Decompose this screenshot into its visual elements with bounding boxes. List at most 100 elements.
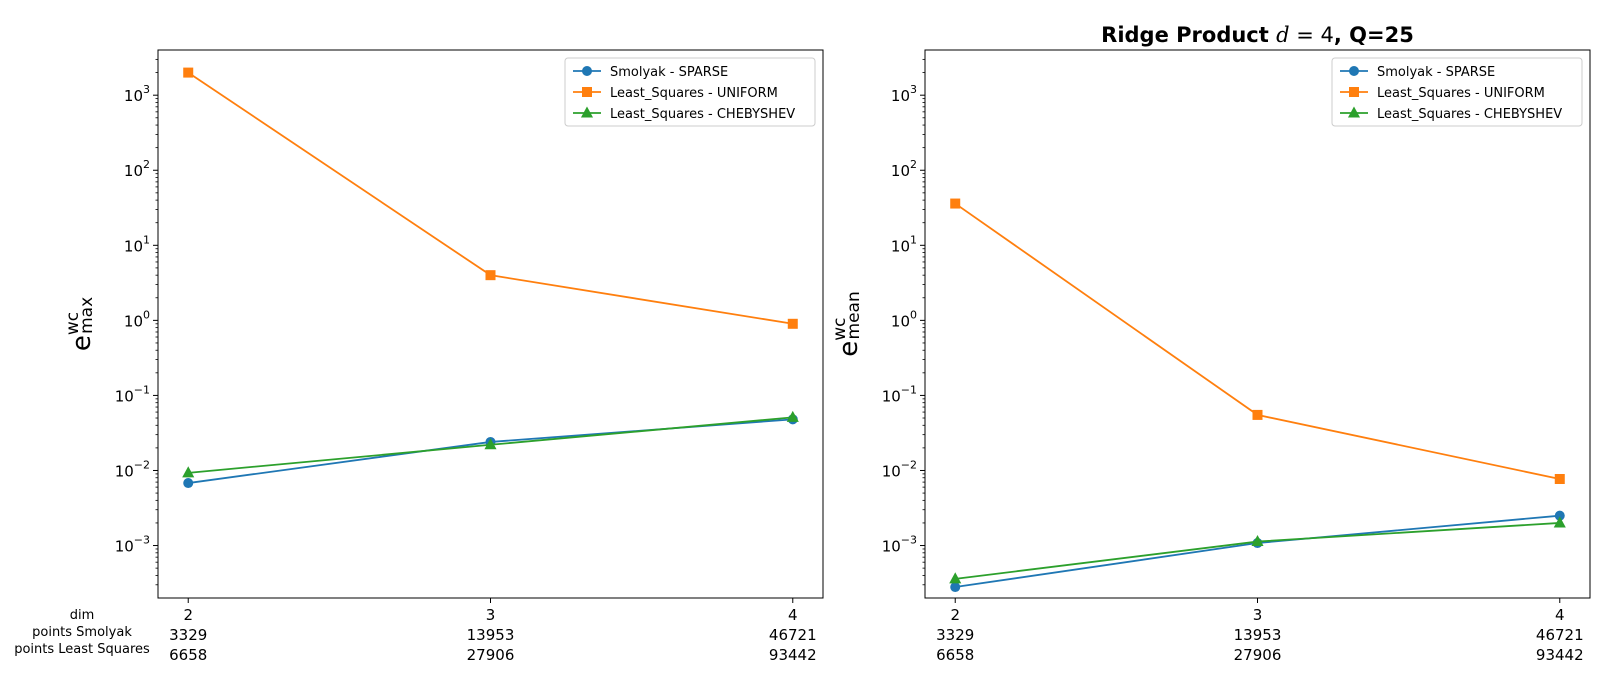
title-equation: = 4: [1290, 23, 1334, 47]
chart-title: Ridge Product d = 4, Q=25: [1101, 23, 1414, 47]
y-axis-label: ewcmean: [830, 291, 864, 356]
data-point: [1554, 473, 1565, 484]
y-tick-base: 10: [891, 237, 910, 255]
series-triangle: [182, 410, 799, 478]
y-tick-exponent: −3: [134, 534, 150, 547]
legend-marker: [582, 66, 592, 76]
y-axis-label: ewcmax: [63, 297, 97, 351]
data-point: [183, 478, 194, 489]
y-tick-base: 10: [124, 87, 143, 105]
x-row-header: points Least Squares: [14, 642, 150, 657]
series-square: [950, 198, 1565, 484]
data-point: [484, 438, 497, 450]
data-point: [787, 318, 798, 329]
x-tick-label: 2: [950, 606, 960, 624]
data-point: [485, 270, 496, 281]
x-row-header: points Smolyak: [32, 625, 132, 640]
x-tick-label: 6658: [936, 646, 974, 664]
plot-frame: [157, 49, 824, 599]
data-point: [950, 198, 961, 209]
y-label-sup: wc: [830, 317, 850, 340]
x-tick-label: 6658: [169, 646, 207, 664]
y-tick-base: 10: [891, 312, 910, 330]
y-tick-label: 100: [891, 308, 917, 330]
y-tick-exponent: 3: [910, 83, 917, 96]
y-tick-label: 102: [891, 158, 917, 180]
y-tick-exponent: −1: [134, 383, 150, 396]
legend-marker: [1349, 66, 1359, 76]
y-tick-label: 101: [891, 233, 917, 255]
legend-box: [564, 57, 816, 127]
chart-panel-right: 10−310−210−11001011021032332966583139532…: [830, 23, 1591, 664]
legend-label: Smolyak - SPARSE: [1377, 65, 1495, 80]
x-tick-label: 3: [1253, 606, 1263, 624]
y-tick-base: 10: [891, 87, 910, 105]
series-circle: [950, 510, 1565, 593]
series-triangle: [949, 516, 1566, 584]
plot-frame: [924, 49, 1591, 599]
series-line: [188, 418, 793, 484]
data-point: [1553, 516, 1566, 528]
y-label-base: e: [834, 341, 864, 357]
title-text: , Q=25: [1334, 23, 1414, 47]
y-label-base: e: [67, 335, 97, 351]
y-tick-exponent: 0: [910, 308, 917, 321]
x-tick-label: 46721: [769, 626, 817, 644]
y-tick-label: 101: [124, 233, 150, 255]
data-point: [183, 67, 194, 78]
y-tick-exponent: −2: [901, 458, 917, 471]
legend-label: Least_Squares - CHEBYSHEV: [1377, 107, 1562, 122]
x-tick-label: 13953: [467, 626, 515, 644]
y-tick-exponent: 0: [143, 308, 150, 321]
y-tick-label: 10−1: [115, 383, 150, 405]
y-tick-exponent: 2: [143, 158, 150, 171]
legend-marker: [1349, 87, 1359, 97]
y-tick-label: 103: [891, 83, 917, 105]
legend-marker: [582, 87, 592, 97]
x-row-header: dim: [70, 608, 95, 623]
legend-label: Least_Squares - CHEBYSHEV: [610, 107, 795, 122]
x-tick-label: 27906: [1234, 646, 1282, 664]
y-tick-label: 10−2: [882, 458, 917, 480]
y-tick-exponent: 3: [143, 83, 150, 96]
x-tick-label: 27906: [467, 646, 515, 664]
title-variable: d: [1276, 23, 1289, 47]
data-point: [950, 582, 961, 593]
y-tick-label: 10−2: [115, 458, 150, 480]
y-tick-base: 10: [124, 162, 143, 180]
legend-label: Smolyak - SPARSE: [610, 65, 728, 80]
y-tick-label: 100: [124, 308, 150, 330]
y-tick-base: 10: [115, 538, 134, 556]
x-tick-label: 3: [486, 606, 496, 624]
y-tick-exponent: 2: [910, 158, 917, 171]
x-tick-label: 4: [1555, 606, 1565, 624]
legend-marker: [1347, 106, 1361, 118]
y-tick-label: 10−1: [882, 383, 917, 405]
series-square: [183, 67, 798, 329]
data-point: [949, 572, 962, 584]
x-tick-label: 93442: [1536, 646, 1584, 664]
y-tick-exponent: −1: [901, 383, 917, 396]
y-tick-label: 10−3: [115, 534, 150, 556]
y-tick-base: 10: [124, 237, 143, 255]
chart-panel-left: 10−310−210−11001011021032332966583139532…: [14, 49, 824, 664]
x-tick-label: 4: [788, 606, 798, 624]
y-tick-base: 10: [124, 312, 143, 330]
y-tick-base: 10: [115, 387, 134, 405]
y-tick-base: 10: [115, 462, 134, 480]
series-line: [954, 202, 1560, 480]
legend-label: Least_Squares - UNIFORM: [610, 86, 778, 101]
legend: Smolyak - SPARSE Least_Squares - UNIFORM L…: [1331, 57, 1583, 127]
x-tick-label: 2: [183, 606, 193, 624]
legend-box: [1331, 57, 1583, 127]
x-tick-label: 3329: [169, 626, 207, 644]
y-tick-label: 102: [124, 158, 150, 180]
series-line: [955, 522, 1560, 580]
y-tick-exponent: 1: [910, 233, 917, 246]
legend-label: Least_Squares - UNIFORM: [1377, 86, 1545, 101]
y-tick-base: 10: [882, 387, 901, 405]
y-label-sub: mean: [844, 291, 864, 339]
y-tick-base: 10: [891, 162, 910, 180]
x-tick-label: 46721: [1536, 626, 1584, 644]
